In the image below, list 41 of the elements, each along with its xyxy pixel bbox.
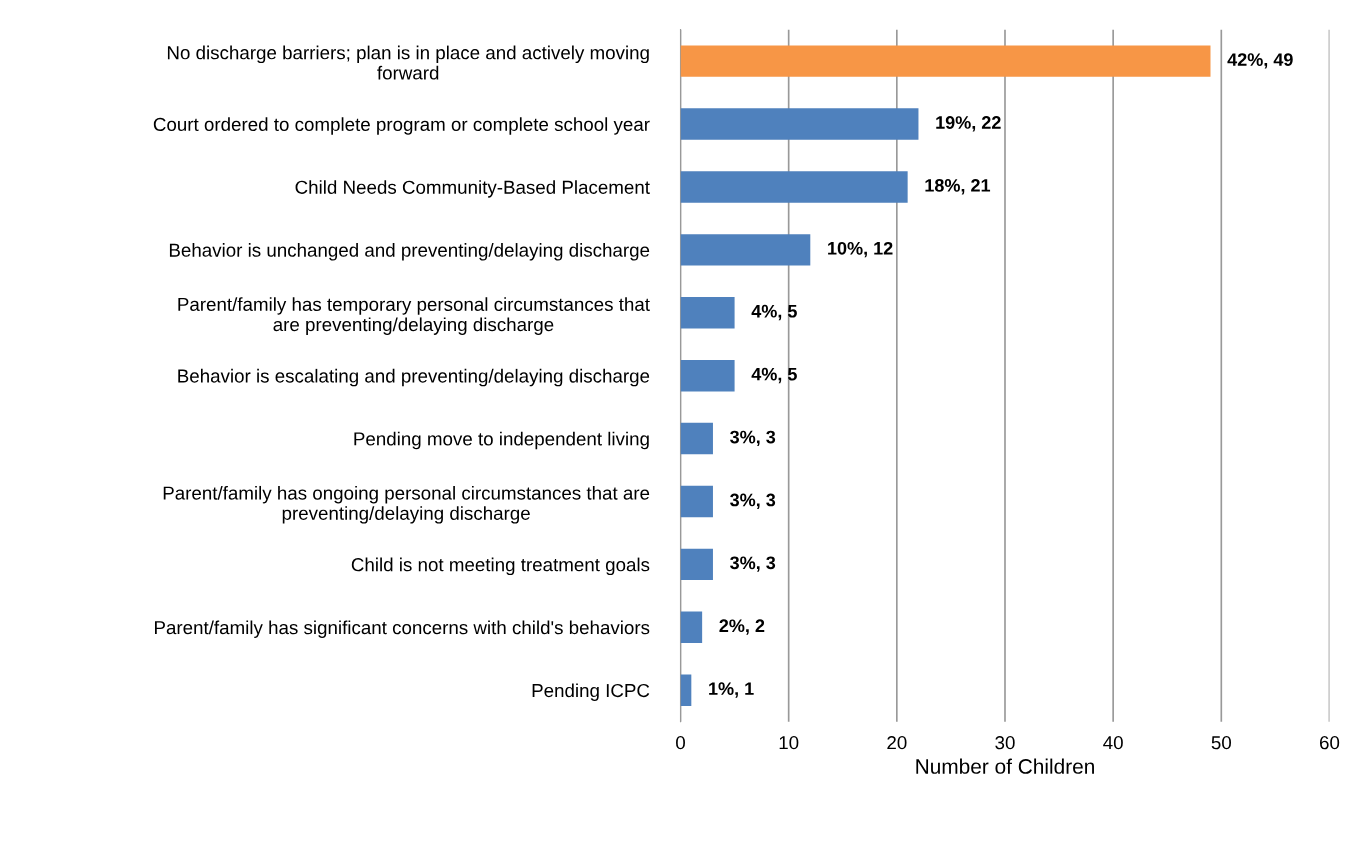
bar xyxy=(680,422,713,455)
y-tick-label: Parent/family has temporary personal circumstances that are preventing/delaying discharge xyxy=(178,297,650,335)
data-label: 1%, 1 xyxy=(709,682,754,698)
bar xyxy=(680,674,692,706)
bar xyxy=(680,45,1211,77)
data-label: 3%, 3 xyxy=(730,430,776,447)
data-label: 3%, 3 xyxy=(730,556,776,572)
x-axis-title: Number of Children xyxy=(916,758,1094,774)
bar xyxy=(680,359,735,392)
data-label: 19%, 22 xyxy=(936,116,1001,132)
bar xyxy=(680,234,811,266)
data-label: 4%, 5 xyxy=(751,304,797,321)
bar xyxy=(680,171,908,203)
x-tick-label: 20 xyxy=(887,736,907,750)
data-label: 42%, 49 xyxy=(1227,53,1293,69)
y-tick-label: Behavior is escalating and preventing/delaying discharge xyxy=(178,368,650,387)
y-tick-label: Child Needs Community-Based Placement xyxy=(295,180,650,198)
x-tick-label: 10 xyxy=(779,736,799,750)
data-label: 2%, 2 xyxy=(719,619,765,635)
y-tick-label: Child is not meeting treatment goals xyxy=(351,557,650,576)
data-label: 3%, 3 xyxy=(730,493,776,509)
y-tick-label: Parent/family has significant concerns with child's behaviors xyxy=(155,620,650,638)
bar xyxy=(680,611,703,644)
y-tick-label: No discharge barriers; plan is in place and actively moving forward xyxy=(167,45,649,80)
x-tick-label: 0 xyxy=(676,736,685,750)
y-tick-label: Pending move to independent living xyxy=(354,431,649,450)
bar xyxy=(680,485,713,518)
bar xyxy=(680,297,735,329)
data-label: 10%, 12 xyxy=(828,241,893,258)
y-tick-label: Parent/family has ongoing personal circumstances that are preventing/delaying discharge xyxy=(163,485,650,524)
bar xyxy=(680,548,713,581)
data-label: 4%, 5 xyxy=(751,367,797,384)
x-tick-label: 60 xyxy=(1319,736,1340,750)
y-tick-label: Behavior is unchanged and preventing/delaying discharge xyxy=(169,243,650,261)
x-tick-label: 50 xyxy=(1211,736,1231,750)
y-tick-label: Court ordered to complete program or complete school year xyxy=(153,117,650,135)
x-tick-label: 40 xyxy=(1103,736,1123,750)
data-label: 18%, 21 xyxy=(925,179,991,195)
x-tick-label: 30 xyxy=(995,736,1015,750)
y-tick-label: Pending ICPC xyxy=(532,683,650,701)
bar xyxy=(680,108,919,140)
